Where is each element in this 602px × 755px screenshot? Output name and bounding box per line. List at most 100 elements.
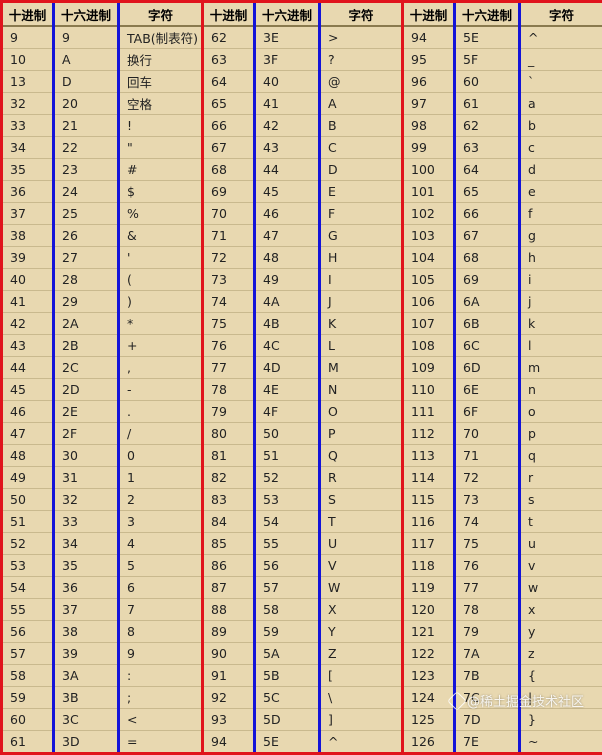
decimal-cell: 61: [2, 731, 54, 754]
hex-cell: 21: [54, 115, 119, 137]
hex-cell: 3F: [255, 49, 320, 71]
char-cell: !: [119, 115, 203, 137]
char-cell: _: [520, 49, 602, 71]
hex-cell: 5B: [255, 665, 320, 687]
hex-cell: 58: [255, 599, 320, 621]
decimal-cell: 59: [2, 687, 54, 709]
hex-cell: 4D: [255, 357, 320, 379]
hex-cell: 28: [54, 269, 119, 291]
hex-cell: 73: [455, 489, 520, 511]
decimal-cell: 83: [203, 489, 255, 511]
char-cell: $: [119, 181, 203, 203]
char-cell: h: [520, 247, 602, 269]
decimal-cell: 122: [403, 643, 455, 665]
hex-cell: 60: [455, 71, 520, 93]
char-cell: H: [320, 247, 403, 269]
hex-cell: 6F: [455, 401, 520, 423]
hex-cell: 48: [255, 247, 320, 269]
hex-cell: 26: [54, 225, 119, 247]
hex-cell: 38: [54, 621, 119, 643]
decimal-cell: 62: [203, 26, 255, 49]
hex-cell: 20: [54, 93, 119, 115]
char-cell: i: [520, 269, 602, 291]
char-cell: 8: [119, 621, 203, 643]
char-cell: {: [520, 665, 602, 687]
char-cell: m: [520, 357, 602, 379]
hex-cell: 43: [255, 137, 320, 159]
decimal-cell: 13: [2, 71, 54, 93]
decimal-cell: 41: [2, 291, 54, 313]
hex-cell: 35: [54, 555, 119, 577]
hex-cell: 7C: [455, 687, 520, 709]
char-cell: 5: [119, 555, 203, 577]
decimal-cell: 43: [2, 335, 54, 357]
hex-cell: 40: [255, 71, 320, 93]
hex-cell: 2C: [54, 357, 119, 379]
hex-cell: 57: [255, 577, 320, 599]
decimal-cell: 91: [203, 665, 255, 687]
char-cell: e: [520, 181, 602, 203]
decimal-cell: 102: [403, 203, 455, 225]
hex-cell: 78: [455, 599, 520, 621]
hex-cell: 2D: [54, 379, 119, 401]
hex-cell: 6A: [455, 291, 520, 313]
decimal-cell: 36: [2, 181, 54, 203]
decimal-cell: 92: [203, 687, 255, 709]
decimal-cell: 103: [403, 225, 455, 247]
decimal-cell: 98: [403, 115, 455, 137]
char-cell: (: [119, 269, 203, 291]
hex-cell: 62: [455, 115, 520, 137]
hex-cell: 30: [54, 445, 119, 467]
hex-cell: 4F: [255, 401, 320, 423]
hex-cell: 61: [455, 93, 520, 115]
hex-cell: 67: [455, 225, 520, 247]
char-cell: F: [320, 203, 403, 225]
hex-cell: 45: [255, 181, 320, 203]
char-cell: K: [320, 313, 403, 335]
char-cell: \: [320, 687, 403, 709]
char-cell: o: [520, 401, 602, 423]
decimal-cell: 75: [203, 313, 255, 335]
char-cell: =: [119, 731, 203, 754]
decimal-cell: 47: [2, 423, 54, 445]
char-cell: O: [320, 401, 403, 423]
char-cell: 3: [119, 511, 203, 533]
hex-cell: 25: [54, 203, 119, 225]
char-cell: ^: [320, 731, 403, 754]
decimal-cell: 74: [203, 291, 255, 313]
hex-cell: 5E: [255, 731, 320, 754]
hex-cell: 72: [455, 467, 520, 489]
char-cell: C: [320, 137, 403, 159]
char-cell: :: [119, 665, 203, 687]
decimal-cell: 46: [2, 401, 54, 423]
hex-cell: 3D: [54, 731, 119, 754]
decimal-cell: 71: [203, 225, 255, 247]
decimal-cell: 40: [2, 269, 54, 291]
decimal-cell: 120: [403, 599, 455, 621]
decimal-cell: 114: [403, 467, 455, 489]
char-cell: 4: [119, 533, 203, 555]
hex-cell: 7E: [455, 731, 520, 754]
decimal-cell: 89: [203, 621, 255, 643]
header-hex-1: 十六进制: [54, 2, 119, 27]
hex-cell: 23: [54, 159, 119, 181]
char-cell: D: [320, 159, 403, 181]
char-cell: d: [520, 159, 602, 181]
char-cell: ": [119, 137, 203, 159]
hex-cell: 46: [255, 203, 320, 225]
decimal-cell: 101: [403, 181, 455, 203]
decimal-cell: 86: [203, 555, 255, 577]
hex-cell: 52: [255, 467, 320, 489]
